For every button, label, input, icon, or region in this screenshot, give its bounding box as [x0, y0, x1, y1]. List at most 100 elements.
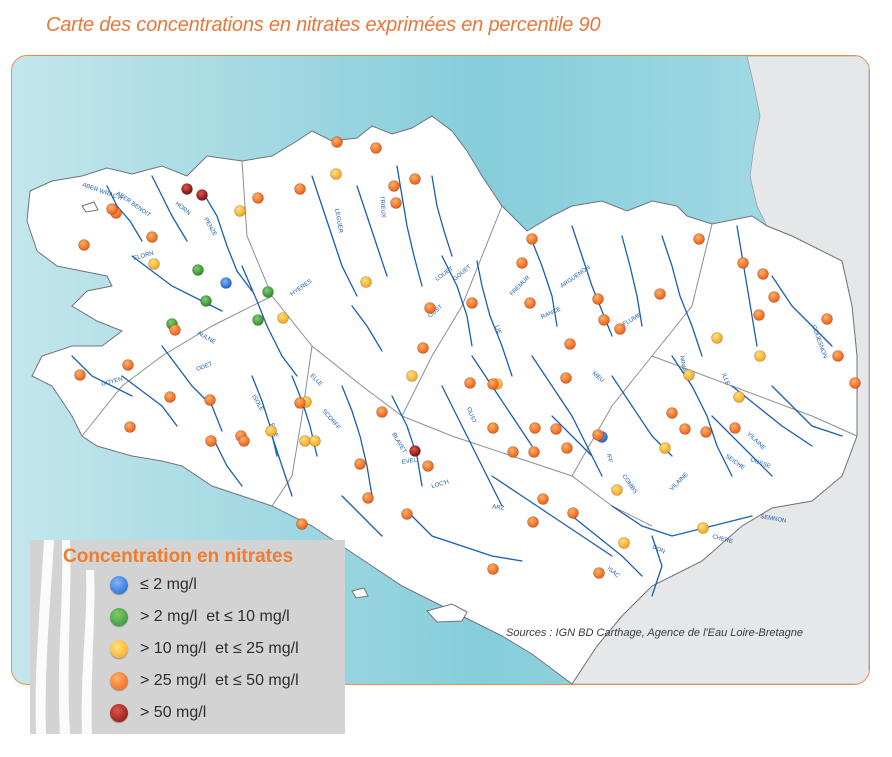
station-marker-c4 — [422, 460, 434, 472]
river — [736, 225, 758, 347]
station-marker-c4 — [204, 394, 216, 406]
river — [611, 505, 753, 537]
river — [571, 515, 643, 577]
legend-item: ≤ 2 mg/l — [110, 573, 197, 597]
station-marker-c4 — [106, 203, 118, 215]
legend-item: > 50 mg/l — [110, 701, 206, 725]
station-marker-c4 — [354, 458, 366, 470]
station-marker-c4 — [592, 293, 604, 305]
river-label: ELORN — [133, 251, 155, 262]
river — [711, 415, 773, 477]
station-marker-c4 — [768, 291, 780, 303]
river-label: OUST — [465, 407, 476, 425]
river — [476, 260, 513, 377]
station-marker-c2 — [252, 314, 264, 326]
station-marker-c3 — [406, 370, 418, 382]
river — [441, 255, 473, 347]
station-marker-c4 — [146, 231, 158, 243]
island — [81, 201, 99, 213]
station-marker-c4 — [78, 239, 90, 251]
legend-swatch-c2 — [110, 608, 128, 626]
station-marker-c4 — [524, 297, 536, 309]
river — [356, 185, 388, 277]
station-marker-c4 — [561, 442, 573, 454]
stations — [74, 136, 861, 579]
river — [106, 185, 143, 242]
brittany-land — [26, 115, 858, 684]
station-marker-c3 — [234, 205, 246, 217]
river-label: GOYEN — [101, 377, 123, 388]
station-marker-c4 — [74, 369, 86, 381]
river — [651, 535, 663, 597]
station-marker-c4 — [294, 397, 306, 409]
river — [441, 385, 503, 507]
station-marker-c4 — [205, 435, 217, 447]
station-marker-c4 — [122, 359, 134, 371]
station-marker-c3 — [697, 522, 709, 534]
station-marker-c4 — [516, 257, 528, 269]
station-marker-c3 — [330, 168, 342, 180]
station-marker-c4 — [388, 180, 400, 192]
legend-item: > 25 mg/l et ≤ 50 mg/l — [110, 669, 299, 693]
basin-boundaries — [81, 160, 858, 527]
station-marker-c3 — [618, 537, 630, 549]
river — [241, 265, 298, 377]
station-marker-c4 — [614, 323, 626, 335]
station-marker-c4 — [252, 192, 264, 204]
sources-note: Sources : IGN BD Carthage, Agence de l'E… — [506, 627, 804, 639]
station-marker-c4 — [729, 422, 741, 434]
station-marker-c4 — [527, 516, 539, 528]
station-marker-c4 — [700, 426, 712, 438]
station-marker-c4 — [370, 142, 382, 154]
page-title: Carte des concentrations en nitrates exp… — [46, 14, 601, 36]
station-marker-c4 — [757, 268, 769, 280]
station-marker-c4 — [296, 518, 308, 530]
station-marker-c4 — [487, 422, 499, 434]
river-label: CHERE — [711, 534, 733, 545]
station-marker-c4 — [424, 302, 436, 314]
station-marker-c3 — [360, 276, 372, 288]
station-marker-c3 — [309, 435, 321, 447]
station-marker-c3 — [299, 435, 311, 447]
river-label: TRIEUX — [378, 196, 386, 218]
station-marker-c4 — [832, 350, 844, 362]
station-marker-c5 — [196, 189, 208, 201]
legend-item: > 2 mg/l et ≤ 10 mg/l — [110, 605, 290, 629]
station-marker-c4 — [528, 446, 540, 458]
river — [271, 435, 293, 497]
station-marker-c3 — [659, 442, 671, 454]
legend-swatch-c5 — [110, 704, 128, 722]
river-label: ODET — [196, 361, 214, 372]
river-label: SEMNON — [760, 514, 787, 524]
station-marker-c4 — [362, 492, 374, 504]
river — [341, 385, 373, 497]
station-marker-c4 — [654, 288, 666, 300]
station-marker-c4 — [487, 378, 499, 390]
river — [621, 235, 643, 327]
river — [531, 240, 558, 327]
station-marker-c4 — [598, 314, 610, 326]
river — [771, 385, 843, 437]
river — [731, 385, 813, 447]
river — [211, 435, 243, 487]
station-marker-c4 — [238, 435, 250, 447]
river-label: EVEL — [401, 457, 418, 466]
legend-label: > 2 mg/l et ≤ 10 mg/l — [140, 608, 290, 625]
river — [391, 395, 423, 487]
river-label: IFF — [605, 453, 613, 463]
legend-label: ≤ 2 mg/l — [140, 576, 197, 593]
river — [311, 175, 358, 297]
legend-label: > 25 mg/l et ≤ 50 mg/l — [140, 672, 299, 689]
station-marker-c3 — [711, 332, 723, 344]
station-marker-c3 — [611, 484, 623, 496]
river — [121, 375, 178, 427]
station-marker-c4 — [390, 197, 402, 209]
legend-item: > 10 mg/l et ≤ 25 mg/l — [110, 637, 299, 661]
station-marker-c4 — [593, 567, 605, 579]
river — [161, 345, 223, 432]
station-marker-c4 — [679, 423, 691, 435]
station-marker-c4 — [169, 324, 181, 336]
station-marker-c4 — [821, 313, 833, 325]
station-marker-c1 — [220, 277, 232, 289]
station-marker-c4 — [564, 338, 576, 350]
